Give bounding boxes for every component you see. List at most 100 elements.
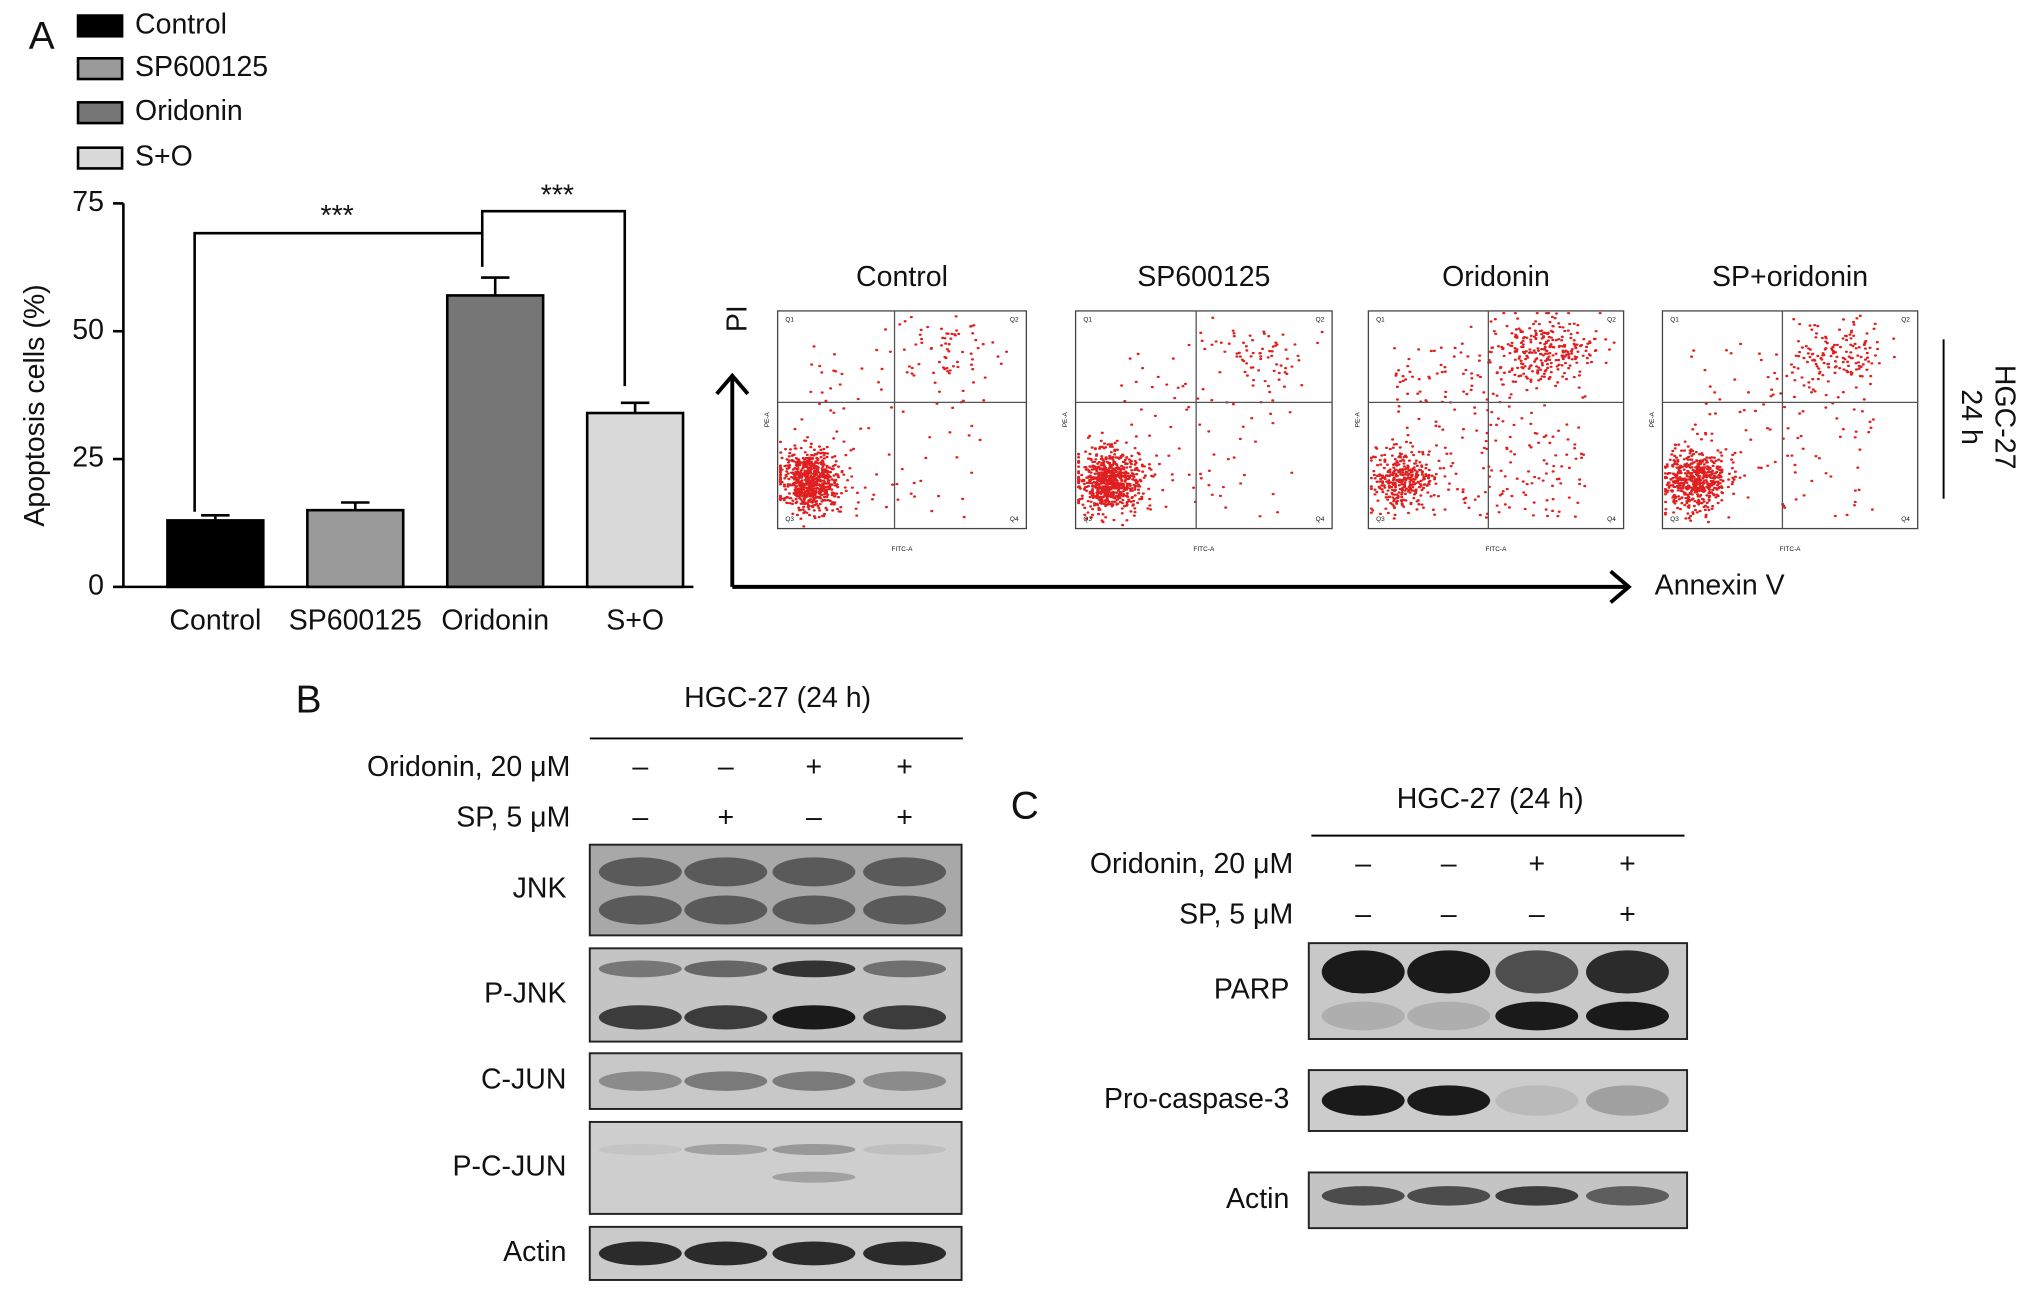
legend-label: SP600125 <box>135 51 268 83</box>
quadrant-label: Q2 <box>1316 317 1325 324</box>
blot-band <box>772 1005 856 1030</box>
flow-events <box>1663 314 1896 524</box>
condition-sign: – <box>632 751 648 783</box>
blot-band <box>863 1143 947 1156</box>
flow-x-axis: Annexin V <box>1655 569 1785 601</box>
flow-x-param: FITC-A <box>1193 546 1215 553</box>
blot-band <box>863 1005 947 1030</box>
condition-label: SP, 5 μM <box>456 801 570 833</box>
blot-band <box>598 1143 682 1156</box>
blot-band <box>684 1241 768 1266</box>
protein-label: C-JUN <box>481 1064 567 1096</box>
flow-events <box>778 315 1009 528</box>
quadrant-label: Q4 <box>1316 516 1325 523</box>
blot-band <box>598 1241 682 1266</box>
legend-label: Oridonin <box>135 95 243 127</box>
blot-band <box>1495 1085 1579 1116</box>
y-tick-label: 75 <box>72 186 104 218</box>
blot-band <box>1495 1001 1579 1031</box>
quadrant-label: Q4 <box>1901 516 1910 523</box>
blot-strip <box>588 1052 963 1110</box>
arrow-head <box>1609 569 1632 604</box>
condition-sign: – <box>1529 898 1545 930</box>
condition-sign: + <box>717 801 734 833</box>
flow-y-param: PE-A <box>764 412 771 428</box>
blot-band <box>598 895 682 925</box>
blot-band <box>684 1143 768 1156</box>
blot-band <box>772 857 856 887</box>
blot-band <box>863 857 947 887</box>
x-tick-label: SP600125 <box>289 604 422 636</box>
quadrant-label: Q1 <box>785 317 794 324</box>
flow-title: Control <box>856 261 948 293</box>
quadrant-label: Q3 <box>1083 516 1092 523</box>
error-bar <box>480 276 510 296</box>
blot-band <box>772 1241 856 1266</box>
protein-label: Pro-caspase-3 <box>1104 1083 1289 1115</box>
blot-band <box>684 960 768 978</box>
blot-band <box>1495 1186 1579 1206</box>
quadrant-label: Q4 <box>1607 516 1616 523</box>
blot-band <box>772 1143 856 1156</box>
legend-swatch <box>76 146 124 170</box>
condition-sign: + <box>1528 848 1545 880</box>
blot-band <box>684 895 768 925</box>
flow-title: SP+oridonin <box>1712 261 1868 293</box>
blot-band <box>772 960 856 978</box>
flow-y-param: PE-A <box>1062 412 1069 428</box>
panel-label: A <box>29 15 55 58</box>
significance: *** <box>541 179 574 211</box>
time: 24 h <box>1955 389 1987 444</box>
quadrant-label: Q2 <box>1901 317 1910 324</box>
blot-band <box>684 1005 768 1030</box>
blot-band <box>1586 1085 1669 1116</box>
flow-x-param: FITC-A <box>1486 546 1508 553</box>
arrow-head <box>715 372 750 396</box>
x-tick-label: Oridonin <box>441 604 549 636</box>
blot-band <box>1407 950 1491 994</box>
condition-sign: – <box>718 751 734 783</box>
x-tick-label: Control <box>169 604 261 636</box>
blot-band <box>1586 1186 1669 1206</box>
quadrant-label: Q2 <box>1607 317 1616 324</box>
quadrant-label: Q1 <box>1083 317 1092 324</box>
x-tick-label: S+O <box>606 604 664 636</box>
condition-label: Oridonin, 20 μM <box>1090 848 1293 880</box>
condition-label: SP, 5 μM <box>1179 898 1293 930</box>
blot-band <box>1321 1085 1405 1116</box>
blot-band <box>598 857 682 887</box>
flow-events <box>1077 316 1324 527</box>
blot-band <box>863 960 947 978</box>
condition-sign: + <box>806 751 823 783</box>
legend-swatch <box>76 57 124 81</box>
bar <box>306 508 405 589</box>
protein-label: P-JNK <box>484 977 566 1009</box>
blot-band <box>772 895 856 925</box>
legend-label: S+O <box>135 141 193 173</box>
blot-band <box>1321 1001 1405 1031</box>
panel-label: B <box>296 678 322 721</box>
flow-x-param: FITC-A <box>892 546 914 553</box>
condition-sign: + <box>1619 898 1636 930</box>
cell-line: HGC-27 <box>1989 365 2021 470</box>
blot-band <box>863 1241 947 1266</box>
significance-bracket <box>193 231 484 512</box>
flow-events <box>1369 311 1616 520</box>
blot-band <box>772 1171 856 1183</box>
blot-band <box>598 960 682 978</box>
legend-swatch <box>76 14 124 38</box>
quadrant-label: Q3 <box>1670 516 1679 523</box>
blot-band <box>772 1071 856 1091</box>
blot-strip <box>588 1120 963 1215</box>
y-axis-label: Apoptosis cells (%) <box>19 284 51 526</box>
blot-band <box>1407 1001 1491 1031</box>
blot-band <box>1321 950 1405 994</box>
condition-sign: + <box>896 801 913 833</box>
quadrant-label: Q3 <box>785 516 794 523</box>
condition-sign: – <box>1441 848 1457 880</box>
legend-label: Control <box>135 8 227 40</box>
protein-label: JNK <box>513 873 567 905</box>
blot-band <box>1495 950 1579 994</box>
flow-plot <box>1367 310 1625 530</box>
